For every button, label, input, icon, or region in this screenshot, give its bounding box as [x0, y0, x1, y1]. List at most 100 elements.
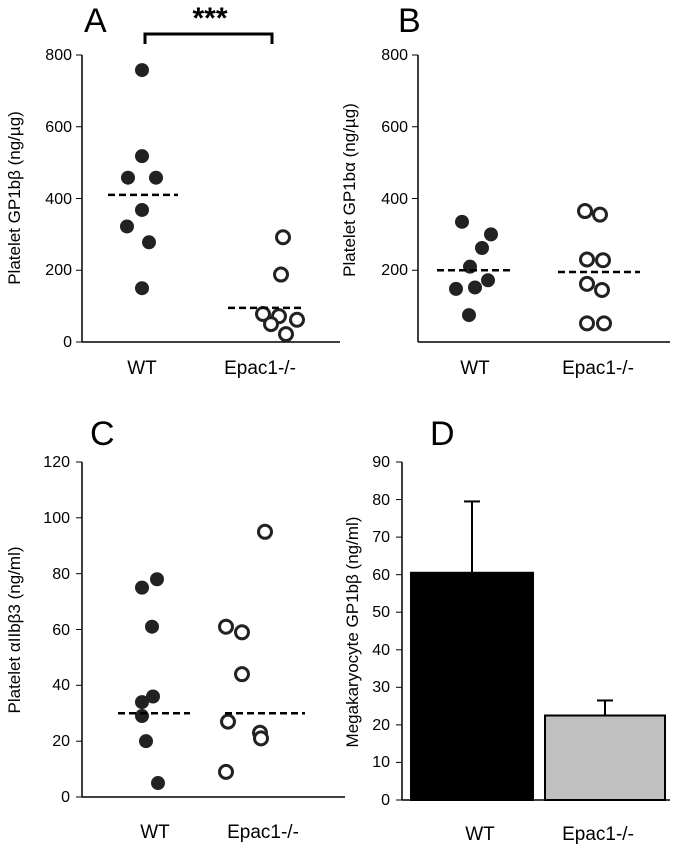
panel-b-wt-point — [484, 227, 498, 242]
panel-c-wt-point — [150, 572, 164, 587]
panel-c-epac-point — [218, 618, 234, 635]
panel-c-epac-point — [234, 624, 250, 641]
panel-a-ticks — [76, 54, 82, 343]
panel-c: C 0 20 40 60 80 100 120 Platelet αIIbβ3 … — [5, 415, 345, 843]
panel-b-ticks — [412, 54, 418, 271]
panel-b: B 200 400 600 800 Platelet GP1bα (ng/µg)… — [340, 2, 670, 379]
panel-b-wt-point — [449, 281, 463, 296]
panel-d-ytick-0: 0 — [381, 792, 390, 809]
panel-c-epac-point — [220, 713, 236, 730]
panel-d-plot — [410, 500, 666, 801]
panel-c-wt-point — [135, 709, 149, 724]
panel-a-epac-point — [273, 266, 289, 283]
panel-d-ytick-30: 30 — [372, 679, 390, 696]
panel-b-wt-point — [455, 214, 469, 229]
panel-d: D 0 10 20 30 40 50 60 70 80 90 Megakaryo… — [343, 415, 670, 845]
panel-b-wt-point — [481, 273, 495, 288]
panel-b-epac-point — [579, 275, 595, 292]
panel-c-wt-point — [146, 689, 160, 704]
panel-c-xlabel-wt: WT — [140, 822, 170, 843]
panel-c-wt-point — [151, 776, 165, 791]
panel-a-epac-point — [278, 326, 294, 343]
panel-c-ticks — [76, 461, 82, 798]
panel-d-ylabel: Megakaryocyte GP1bβ (ng/ml) — [343, 517, 362, 748]
panel-c-epac-point — [234, 666, 250, 683]
panel-a-xlabel-epac: Epac1-/- — [224, 358, 296, 379]
panel-c-plot — [118, 523, 305, 791]
panel-d-letter: D — [430, 415, 455, 453]
panel-a-ytick-0: 0 — [63, 334, 72, 351]
panel-c-ytick-120: 120 — [43, 454, 70, 471]
panel-b-letter: B — [398, 2, 421, 40]
panel-b-epac-point — [579, 251, 595, 268]
panel-c-xlabel-epac: Epac1-/- — [227, 822, 299, 843]
panel-b-epac-point — [595, 252, 611, 269]
panel-b-wt-point — [475, 241, 489, 256]
panel-a-epac-point — [289, 311, 305, 328]
panel-a-wt-point — [120, 219, 134, 234]
panel-a-wt-point — [135, 149, 149, 164]
panel-b-wt-point — [468, 280, 482, 295]
panel-b-wt-point — [462, 308, 476, 323]
panel-d-bar-epac — [544, 714, 666, 801]
panel-d-xlabel-wt: WT — [465, 824, 495, 845]
panel-b-epac-point — [596, 315, 612, 332]
panel-b-xlabel-epac: Epac1-/- — [562, 358, 634, 379]
panel-c-ytick-100: 100 — [43, 510, 70, 527]
panel-b-ytick-200: 200 — [381, 262, 408, 279]
panel-a-ytick-400: 400 — [45, 191, 72, 208]
panel-a-plot — [108, 63, 305, 343]
panel-c-wt-point — [135, 580, 149, 595]
panel-c-wt-point — [145, 619, 159, 634]
panel-b-epac-point — [594, 281, 610, 298]
panel-b-ytick-800: 800 — [381, 47, 408, 64]
panel-d-ytick-60: 60 — [372, 567, 390, 584]
panel-b-epac-point — [579, 315, 595, 332]
panel-c-epac-point — [218, 763, 234, 780]
panel-a-ylabel: Platelet GP1bβ (ng/µg) — [5, 111, 24, 285]
panel-b-ytick-400: 400 — [381, 191, 408, 208]
panel-a-ytick-800: 800 — [45, 47, 72, 64]
panel-d-ytick-10: 10 — [372, 754, 390, 771]
panel-d-xlabel-epac: Epac1-/- — [562, 824, 634, 845]
panel-b-plot — [437, 203, 640, 332]
panel-c-ytick-40: 40 — [52, 677, 70, 694]
panel-d-ytick-90: 90 — [372, 454, 390, 471]
panel-a-significance: *** — [192, 2, 227, 35]
panel-c-wt-point — [139, 734, 153, 749]
panel-d-ytick-70: 70 — [372, 529, 390, 546]
panel-b-xlabel-wt: WT — [460, 358, 490, 379]
panel-c-wt-point — [135, 695, 149, 710]
panel-c-ytick-20: 20 — [52, 733, 70, 750]
panel-c-ylabel: Platelet αIIbβ3 (ng/ml) — [5, 546, 24, 713]
panel-a-wt-point — [135, 202, 149, 217]
panel-b-ytick-600: 600 — [381, 119, 408, 136]
panel-a-epac-point — [275, 229, 291, 246]
panel-a-wt-point — [135, 281, 149, 296]
panel-a-significance-bracket — [143, 32, 274, 44]
panel-c-ytick-80: 80 — [52, 566, 70, 583]
panel-a-xlabel-wt: WT — [127, 358, 157, 379]
panel-a-wt-point — [121, 170, 135, 185]
panel-a-ytick-600: 600 — [45, 119, 72, 136]
panel-a-wt-point — [149, 170, 163, 185]
panel-d-bar-wt — [410, 571, 534, 801]
panel-c-epac-point — [257, 523, 273, 540]
panel-c-ytick-0: 0 — [61, 789, 70, 806]
panel-d-ytick-20: 20 — [372, 717, 390, 734]
panel-b-ylabel: Platelet GP1bα (ng/µg) — [340, 103, 359, 277]
panel-b-epac-point — [592, 206, 608, 223]
panel-c-epac-point — [253, 730, 269, 747]
panel-a-epac-point — [263, 316, 279, 333]
panel-a-wt-point — [142, 235, 156, 250]
panel-a-ytick-200: 200 — [45, 262, 72, 279]
panel-c-letter: C — [90, 415, 115, 453]
panel-b-epac-point — [577, 203, 593, 220]
panel-a: A *** 0 200 400 600 800 Platelet GP1bβ (… — [5, 2, 340, 379]
panel-c-ytick-60: 60 — [52, 622, 70, 639]
panel-d-ytick-50: 50 — [372, 604, 390, 621]
panel-d-ytick-40: 40 — [372, 642, 390, 659]
panel-d-ticks — [396, 461, 402, 801]
panel-d-ytick-80: 80 — [372, 492, 390, 509]
